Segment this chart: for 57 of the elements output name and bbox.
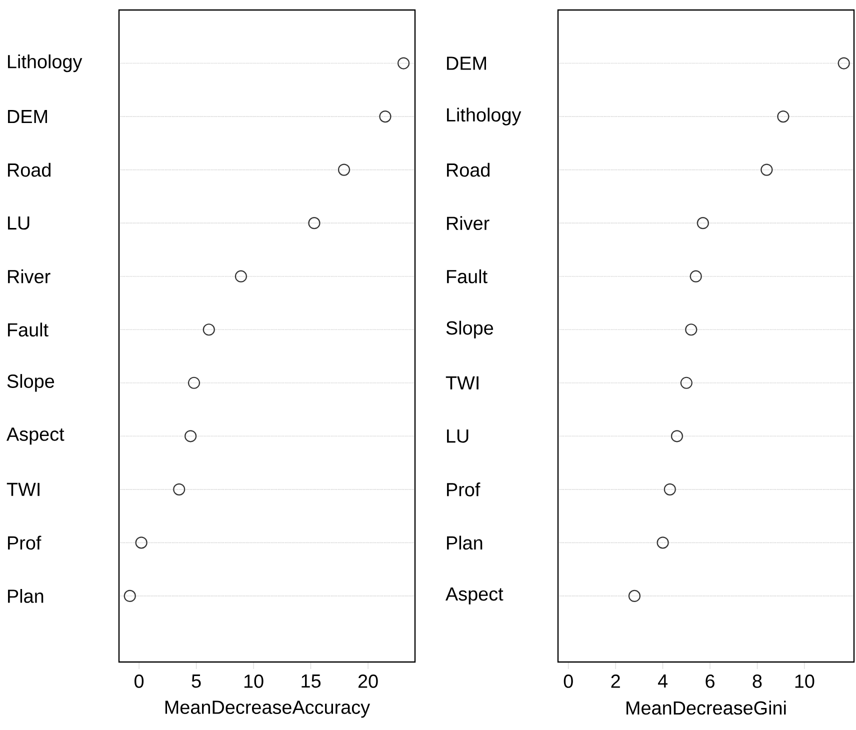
- point: [184, 430, 197, 442]
- x-tick-label: 8: [752, 674, 762, 688]
- y-tick-label: Aspect: [6, 428, 64, 445]
- point: [760, 164, 773, 176]
- point: [135, 536, 148, 549]
- x-tick-label: 0: [134, 674, 144, 688]
- point: [680, 376, 692, 389]
- y-tick-label: River: [8, 269, 50, 284]
- y-tick-label: Slope: [446, 320, 494, 338]
- x-tick-label: 5: [192, 674, 201, 688]
- point: [124, 590, 136, 602]
- x-tick-label: 4: [658, 674, 668, 688]
- point: [777, 110, 790, 123]
- point: [398, 57, 410, 70]
- x-tick-label: 10: [244, 674, 264, 688]
- point: [838, 57, 850, 70]
- x-axis-title: MeanDecreaseGini: [626, 700, 786, 715]
- y-tick-label: Aspect: [446, 587, 504, 604]
- y-tick-label: Plan: [447, 536, 482, 550]
- point: [690, 270, 702, 282]
- y-tick-label: Fault: [447, 269, 488, 284]
- y-tick-label: Slope: [7, 374, 54, 392]
- y-tick-label: Road: [8, 162, 50, 177]
- point: [338, 164, 350, 176]
- x-tick-label: 10: [795, 674, 814, 688]
- point: [202, 324, 215, 336]
- y-tick-label: DEM: [8, 110, 47, 124]
- point: [234, 270, 248, 282]
- x-tick-label: 0: [564, 674, 573, 688]
- x-tick-label: 2: [611, 674, 620, 688]
- y-tick-label: River: [447, 216, 490, 230]
- point: [308, 217, 320, 230]
- y-tick-label: Lithology: [447, 108, 522, 126]
- y-tick-label: Road: [447, 162, 490, 177]
- y-tick-label: Prof: [8, 536, 42, 550]
- y-tick-label: LU: [8, 216, 30, 230]
- x-axis-title: MeanDecreaseAccuracy: [165, 700, 370, 718]
- point: [628, 590, 641, 602]
- point: [685, 324, 698, 336]
- y-tick-label: Lithology: [8, 54, 82, 72]
- point: [188, 376, 200, 389]
- y-tick-label: DEM: [447, 56, 486, 70]
- x-tick-label: 6: [706, 674, 714, 688]
- point: [379, 110, 392, 123]
- y-tick-label: Fault: [8, 322, 48, 337]
- y-tick-label: Plan: [8, 589, 44, 603]
- point: [670, 430, 684, 442]
- point: [656, 536, 669, 549]
- y-tick-label: Prof: [447, 482, 480, 496]
- x-tick-label: 20: [358, 674, 378, 688]
- point: [664, 483, 676, 496]
- point: [173, 483, 186, 496]
- y-tick-label: TWI: [446, 376, 478, 390]
- y-tick-label: LU: [447, 430, 468, 443]
- point: [696, 217, 709, 230]
- y-tick-label: TWI: [6, 482, 40, 496]
- x-tick-label: 15: [302, 674, 321, 688]
